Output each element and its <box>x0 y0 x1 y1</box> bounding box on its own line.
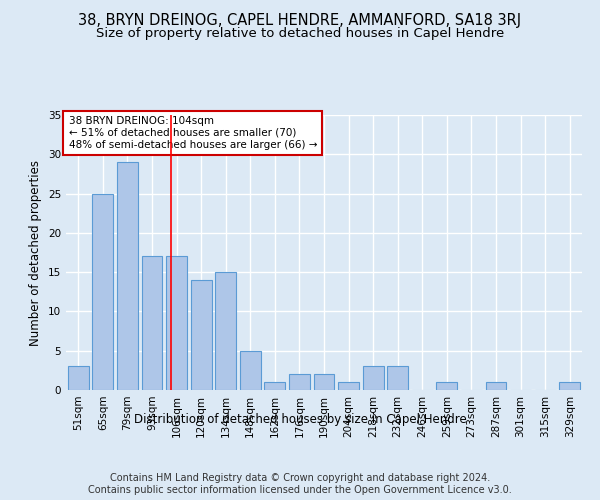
Bar <box>117 162 138 390</box>
Y-axis label: Number of detached properties: Number of detached properties <box>29 160 43 346</box>
Text: Size of property relative to detached houses in Capel Hendre: Size of property relative to detached ho… <box>96 28 504 40</box>
Bar <box>142 256 163 390</box>
Text: 38, BRYN DREINOG, CAPEL HENDRE, AMMANFORD, SA18 3RJ: 38, BRYN DREINOG, CAPEL HENDRE, AMMANFOR… <box>79 12 521 28</box>
Bar <box>265 382 286 390</box>
Bar <box>191 280 212 390</box>
Bar <box>314 374 334 390</box>
Bar <box>289 374 310 390</box>
Bar <box>559 382 580 390</box>
Text: Distribution of detached houses by size in Capel Hendre: Distribution of detached houses by size … <box>134 412 466 426</box>
Bar <box>338 382 359 390</box>
Bar <box>240 350 261 390</box>
Bar <box>92 194 113 390</box>
Bar <box>485 382 506 390</box>
Bar <box>436 382 457 390</box>
Bar <box>362 366 383 390</box>
Text: 38 BRYN DREINOG: 104sqm
← 51% of detached houses are smaller (70)
48% of semi-de: 38 BRYN DREINOG: 104sqm ← 51% of detache… <box>68 116 317 150</box>
Bar <box>215 272 236 390</box>
Bar <box>166 256 187 390</box>
Bar <box>387 366 408 390</box>
Bar <box>68 366 89 390</box>
Text: Contains HM Land Registry data © Crown copyright and database right 2024.
Contai: Contains HM Land Registry data © Crown c… <box>88 474 512 495</box>
